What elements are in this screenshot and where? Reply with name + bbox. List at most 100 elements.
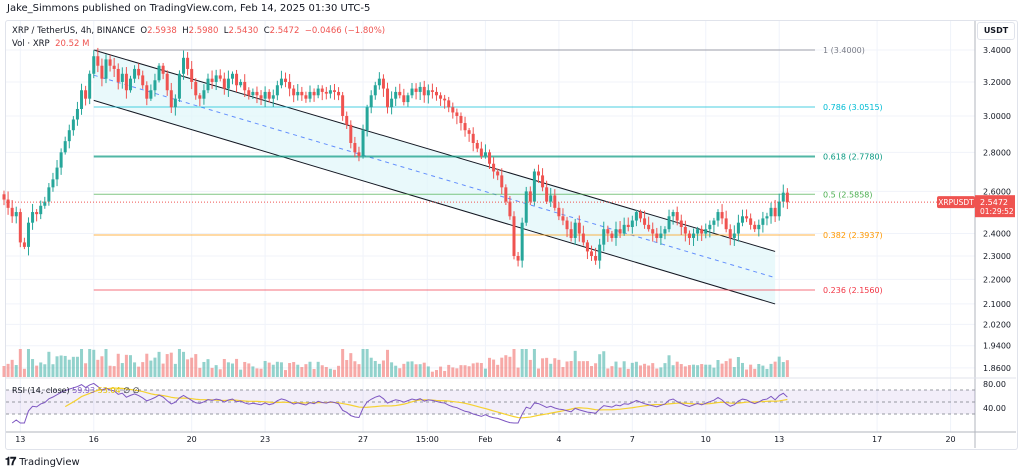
candle-body xyxy=(749,218,753,225)
volume-bar xyxy=(434,370,438,377)
candle-body xyxy=(696,229,700,234)
volume-bar xyxy=(430,371,434,377)
open-label: O xyxy=(140,26,148,36)
volume-bar xyxy=(634,361,638,377)
volume-bar xyxy=(157,351,161,377)
candle-body xyxy=(296,91,300,96)
volume-bar xyxy=(92,349,96,377)
volume-bar xyxy=(679,364,683,377)
volume-bar xyxy=(520,349,524,377)
volume-bar xyxy=(353,361,357,377)
candle-body xyxy=(773,207,777,217)
tradingview-logo-icon: 𝟏𝟕 xyxy=(5,455,16,468)
volume-bar xyxy=(251,366,255,377)
candle-body xyxy=(687,233,691,238)
volume-bar xyxy=(320,365,324,377)
volume-bar xyxy=(581,361,585,377)
volume-bar xyxy=(275,361,279,377)
candle-body xyxy=(226,78,230,89)
volume-bar xyxy=(51,364,55,377)
candle-body xyxy=(43,201,47,206)
volume-bar xyxy=(230,363,234,377)
candle-body xyxy=(381,78,385,89)
candle-body xyxy=(528,191,532,202)
candle-body xyxy=(153,80,157,91)
candle-body xyxy=(55,167,59,180)
candle-body xyxy=(720,212,724,219)
volume-bar xyxy=(271,364,275,377)
candle-body xyxy=(59,152,63,168)
candle-body xyxy=(369,95,373,108)
price-tick-label: 1.9400 xyxy=(983,342,1011,351)
candle-body xyxy=(206,78,210,91)
candle-body xyxy=(426,90,430,96)
price-tick-label: 2.3000 xyxy=(983,252,1011,261)
candle-body xyxy=(96,56,100,66)
volume-bar xyxy=(10,359,14,377)
volume-bar xyxy=(651,363,655,377)
symbol-title[interactable]: XRP / TetherUS, 4h, BINANCE xyxy=(12,26,135,36)
candle-body xyxy=(439,95,443,99)
candle-body xyxy=(655,233,659,238)
volume-bar xyxy=(84,363,88,377)
volume-bar xyxy=(614,361,618,377)
candle-body xyxy=(22,242,26,247)
volume-bar xyxy=(590,366,594,377)
open-value: 2.5938 xyxy=(147,26,177,36)
candle-body xyxy=(18,212,22,243)
volume-bar xyxy=(104,349,108,377)
rsi-legend[interactable]: RSI (14, close) 59.93 53.04 ∅ ∅ xyxy=(12,386,140,395)
candle-body xyxy=(26,222,30,247)
candle-body xyxy=(230,73,234,79)
candle-body xyxy=(700,229,704,234)
volume-bar xyxy=(296,364,300,377)
candle-body xyxy=(781,192,785,202)
volume-bar xyxy=(565,361,569,377)
candle-body xyxy=(14,212,18,217)
candle-body xyxy=(210,78,214,82)
volume-bar xyxy=(6,363,10,377)
volume-bar xyxy=(145,353,149,377)
candle-body xyxy=(263,91,267,99)
volume-bar xyxy=(239,369,243,377)
price-tick-label: 2.8000 xyxy=(983,148,1011,157)
volume-bar xyxy=(475,362,479,377)
candle-body xyxy=(186,57,190,69)
volume-bar xyxy=(606,368,610,377)
currency-button[interactable]: USDT xyxy=(977,22,1015,40)
volume-bar xyxy=(496,364,500,377)
volume-bar xyxy=(279,362,283,377)
candle-body xyxy=(708,224,712,230)
candle-body xyxy=(745,216,749,219)
volume-bar xyxy=(235,358,239,377)
candle-body xyxy=(165,73,169,91)
volume-bar xyxy=(55,356,59,377)
candle-body xyxy=(643,218,647,225)
volume-bar xyxy=(18,349,22,377)
candle-body xyxy=(765,216,769,219)
volume-bar xyxy=(202,361,206,377)
volume-bar xyxy=(337,365,341,377)
candle-body xyxy=(108,59,112,66)
volume-bar xyxy=(369,357,373,377)
candle-body xyxy=(71,119,75,131)
volume-bar xyxy=(414,364,418,377)
candle-body xyxy=(386,88,390,108)
candle-body xyxy=(430,90,434,92)
price-tick-label: 2.4000 xyxy=(983,230,1011,239)
candle-body xyxy=(496,171,500,176)
volume-bar xyxy=(288,363,292,377)
candle-body xyxy=(455,112,459,116)
volume-bar xyxy=(598,354,602,377)
volume-label[interactable]: Vol · XRP xyxy=(12,39,50,49)
time-tick-label: 23 xyxy=(260,435,270,444)
volume-bar xyxy=(161,363,165,377)
time-tick-label: Feb xyxy=(478,435,492,444)
tradingview-brand: TradingView xyxy=(19,456,80,468)
candle-body xyxy=(479,148,483,157)
rsi-line xyxy=(11,382,788,424)
volume-bar xyxy=(422,362,426,377)
volume-bar xyxy=(177,349,181,377)
candle-body xyxy=(337,91,341,96)
